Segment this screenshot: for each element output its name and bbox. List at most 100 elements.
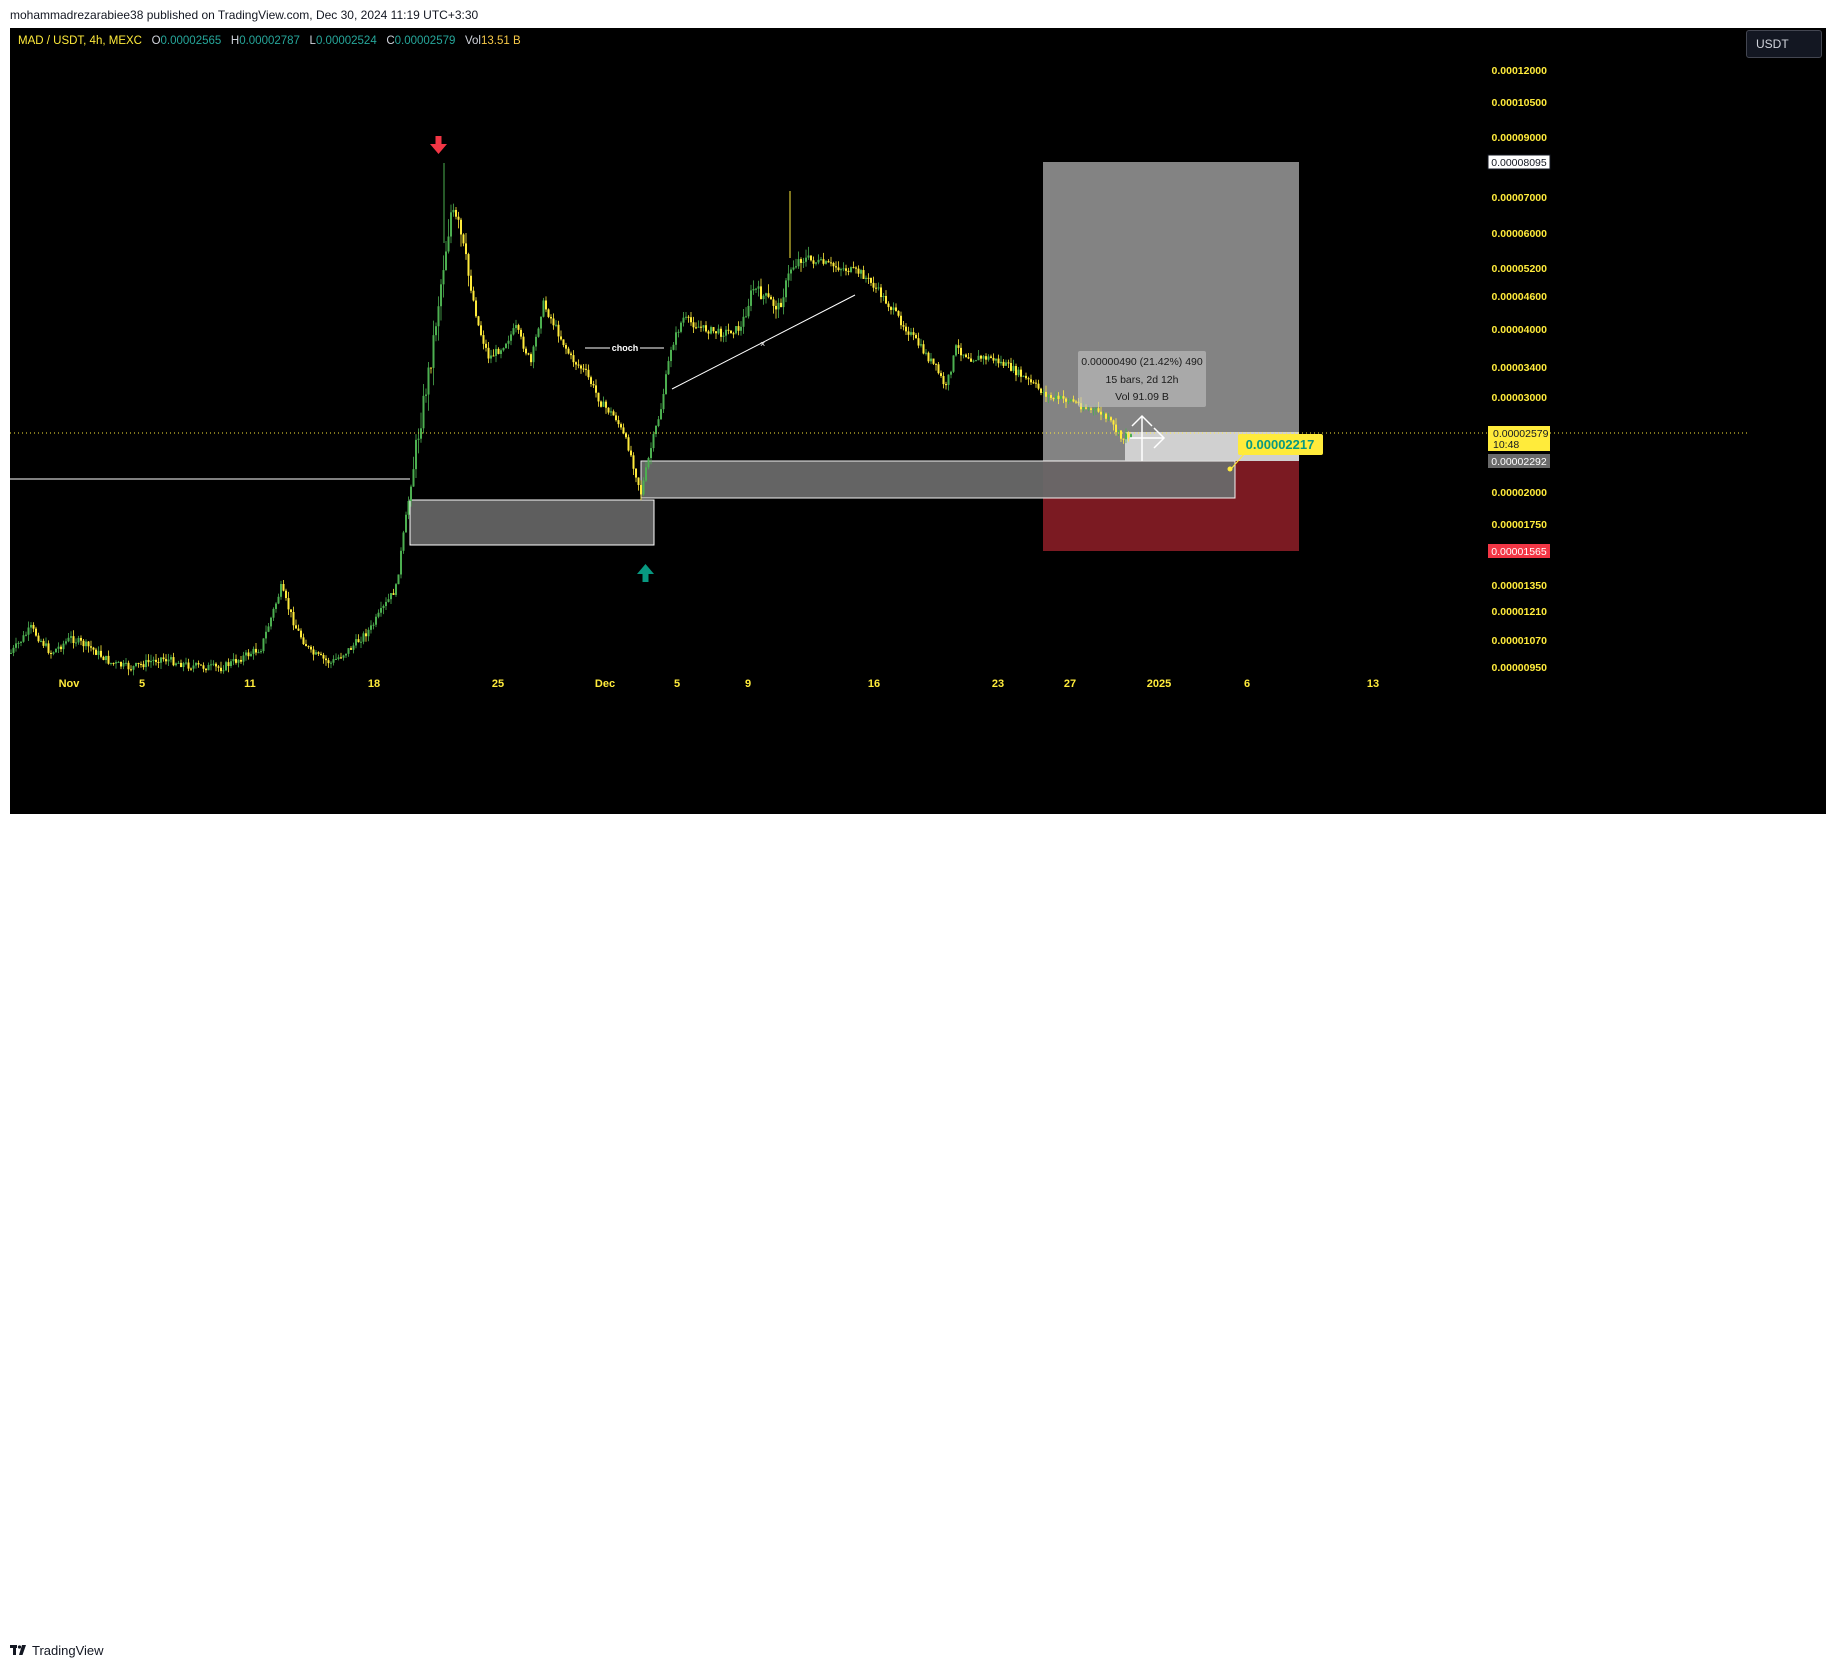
candle-body <box>682 317 685 323</box>
target-callout[interactable] <box>1238 434 1323 455</box>
candle-body <box>412 469 415 487</box>
candle-body <box>580 365 582 369</box>
candle-body <box>482 335 485 344</box>
candle-body <box>855 267 857 269</box>
candle-body <box>282 584 285 591</box>
candle-body <box>387 599 390 602</box>
candle-body <box>272 608 275 618</box>
trendline[interactable] <box>671 294 856 390</box>
candle-body <box>102 656 105 661</box>
candle-body <box>560 336 562 340</box>
candle-body <box>547 309 550 317</box>
candle-body <box>607 407 610 413</box>
candle-body <box>250 653 252 657</box>
candle-body <box>645 467 647 481</box>
candle-body <box>370 625 372 630</box>
candle-body <box>395 584 397 595</box>
target-zone[interactable] <box>1043 162 1299 461</box>
candle-body <box>315 652 317 655</box>
candle-body <box>697 326 700 328</box>
stop-price-badge <box>1488 544 1550 558</box>
candle-body <box>407 501 410 515</box>
candle-body <box>285 590 287 599</box>
candle-body <box>87 641 90 647</box>
candle-body <box>800 259 802 263</box>
publisher-line: mohammadrezarabiee38 published on Tradin… <box>10 8 479 22</box>
y-tick-label: 0.00010500 <box>1492 97 1548 109</box>
candle-body <box>1125 432 1127 440</box>
candle-body <box>420 428 422 439</box>
candle-body <box>637 477 640 486</box>
candle-body <box>212 663 215 665</box>
candle-body <box>467 254 470 276</box>
candle-body <box>330 662 332 664</box>
candle-body <box>865 277 867 279</box>
candle-body <box>470 275 472 291</box>
candle-body <box>280 584 282 597</box>
y-tick-label: 0.00003000 <box>1492 392 1548 404</box>
currency-selector[interactable]: USDT <box>1746 30 1822 58</box>
candle-body <box>70 636 72 638</box>
tradingview-logo[interactable]: TradingView <box>10 1643 104 1658</box>
candle-body <box>540 316 542 329</box>
candle-body <box>230 661 232 667</box>
x-tick-label: 27 <box>1064 678 1076 690</box>
candle-body <box>1065 398 1067 402</box>
candle-body <box>692 322 695 328</box>
candle-body <box>850 267 852 272</box>
time-axis[interactable]: Nov 5 11 18 25 Dec 5 9 16 23 27 2025 6 13 <box>59 678 1380 690</box>
legend-vol-label: Vol <box>464 35 481 47</box>
candle-body <box>20 641 22 643</box>
measure-arrows-icon <box>1130 414 1166 461</box>
candle-body <box>985 356 987 360</box>
candle-body <box>477 316 480 326</box>
y-tick-label: 0.00009000 <box>1492 132 1548 144</box>
candle-body <box>1067 400 1070 402</box>
candle-body <box>307 646 310 648</box>
candle-body <box>292 612 295 626</box>
candle-body <box>310 646 312 650</box>
candle-body <box>997 358 1000 364</box>
candle-body <box>572 355 575 363</box>
x-tick-label: Nov <box>59 678 81 690</box>
candle-body <box>567 348 570 354</box>
candle-body <box>390 593 392 600</box>
candle-body <box>942 375 945 385</box>
candle-body <box>397 574 400 585</box>
candle-body <box>392 593 395 595</box>
candle-body <box>167 659 170 662</box>
candle-body <box>517 325 520 330</box>
candle-body <box>335 658 337 660</box>
entry-price-badge-text: 0.00002292 <box>1491 456 1547 468</box>
candle-body <box>972 360 975 362</box>
candle-body <box>155 659 157 662</box>
demand-box-1[interactable] <box>409 499 655 546</box>
candle-body <box>345 653 347 656</box>
candle-body <box>160 657 162 663</box>
price-chart[interactable]: × choch 0.00000490 (21.42%) 490 15 bars,… <box>10 28 1826 814</box>
candle-body <box>730 330 732 334</box>
candle-body <box>40 640 42 642</box>
candle-body <box>277 596 280 604</box>
candle-body <box>622 427 625 434</box>
candle-body <box>837 267 840 271</box>
candle-body <box>37 635 40 642</box>
candle-body <box>925 352 927 354</box>
candle-body <box>975 360 977 362</box>
demand-box-2[interactable] <box>640 460 1236 499</box>
candle-body <box>347 648 350 654</box>
candle-body <box>875 287 877 289</box>
price-axis[interactable]: 0.00012000 0.00010500 0.00009000 0.00007000… <box>1492 65 1548 674</box>
candle-body <box>937 364 940 374</box>
candle-body <box>600 401 602 407</box>
candle-body <box>132 666 135 670</box>
candle-body <box>30 624 32 628</box>
legend-o-label: O <box>151 35 161 47</box>
candle-body <box>842 268 845 270</box>
candle-body <box>740 326 742 331</box>
candle-body <box>685 316 687 318</box>
candle-body <box>327 660 330 664</box>
candle-body <box>950 371 952 375</box>
candle-body <box>822 259 825 264</box>
candle-body <box>50 652 52 654</box>
